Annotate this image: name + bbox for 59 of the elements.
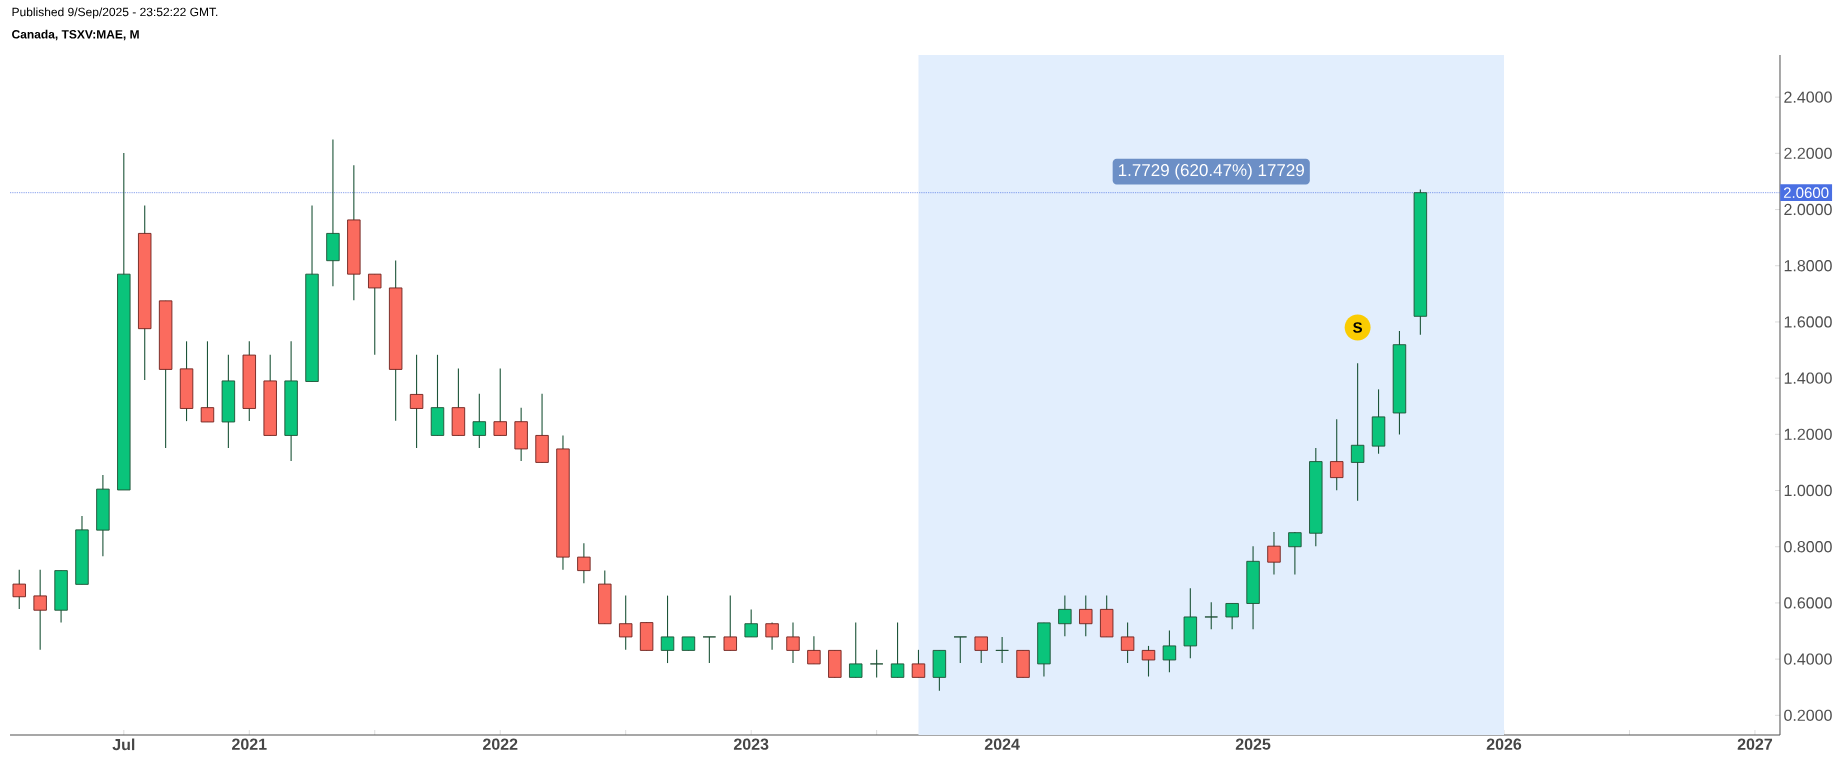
candlestick	[33, 569, 47, 651]
candlestick	[953, 636, 968, 664]
candlestick	[409, 354, 424, 449]
y-tick-label: 0.2000	[1784, 709, 1832, 721]
text: Published 9/Sep/2025 - 23:52:22 GMT.	[12, 7, 218, 19]
annotation: S	[1353, 322, 1363, 333]
candlestick	[1141, 645, 1156, 678]
y-tick-label: 1.2000	[1784, 428, 1832, 440]
candlestick	[765, 622, 779, 651]
candlestick	[577, 542, 591, 584]
y-tick-label: 0.8000	[1784, 541, 1832, 553]
candlestick	[1162, 629, 1177, 673]
candlestick	[849, 622, 863, 678]
candlestick	[1267, 531, 1281, 576]
candlestick	[1204, 601, 1218, 630]
x-tick-label: 2024	[984, 738, 1020, 750]
candlestick	[493, 368, 507, 436]
candlestick	[911, 649, 926, 678]
ref-line-label: 2.0600	[1783, 187, 1829, 198]
candlestick	[368, 273, 382, 356]
x-tick-label: 2023	[733, 738, 769, 750]
y-tick-label: 2.4000	[1784, 91, 1832, 103]
candlestick	[890, 622, 905, 678]
candlestick	[1288, 531, 1302, 576]
candlestick	[1079, 595, 1093, 637]
candlestick	[1350, 362, 1365, 502]
candlestick	[744, 608, 758, 638]
candlestick	[1329, 418, 1344, 491]
candlestick	[723, 595, 737, 651]
candlestick	[1058, 595, 1072, 637]
y-tick-label: 1.0000	[1784, 484, 1832, 497]
x-tick-label: 2021	[232, 738, 267, 750]
candlestick	[200, 340, 215, 423]
candlestick	[1225, 602, 1239, 630]
y-tick-label: 0.6000	[1784, 597, 1832, 609]
x-tick-label: 2022	[482, 738, 518, 750]
candlestick	[869, 649, 884, 678]
x-tick-label: 2027	[1737, 738, 1773, 750]
candlestick	[995, 636, 1009, 664]
annotation: 1.7729 (620.47%) 17729	[1118, 163, 1304, 180]
y-tick-label: 0.4000	[1784, 653, 1832, 665]
y-tick-label: 2.2000	[1784, 147, 1832, 159]
x-tick-label: 2026	[1486, 738, 1522, 750]
chart-title: Canada, TSXV:MAE, M	[12, 29, 139, 41]
candlestick	[786, 622, 800, 664]
candlestick	[974, 636, 988, 664]
y-tick-label: 2.0000	[1784, 203, 1832, 216]
y-tick-label: 1.4000	[1784, 372, 1832, 384]
candlestick	[618, 595, 633, 651]
candlestick	[12, 569, 26, 610]
y-tick-label: 1.8000	[1784, 260, 1832, 272]
x-tick-label: Jul	[112, 738, 135, 751]
x-tick-label: 2025	[1235, 738, 1271, 750]
candlestick	[472, 393, 487, 449]
candlestick	[702, 636, 717, 664]
y-tick-label: 1.6000	[1784, 316, 1832, 328]
candlestick	[660, 595, 675, 664]
candlestick	[1120, 622, 1135, 664]
candlestick	[807, 635, 821, 665]
